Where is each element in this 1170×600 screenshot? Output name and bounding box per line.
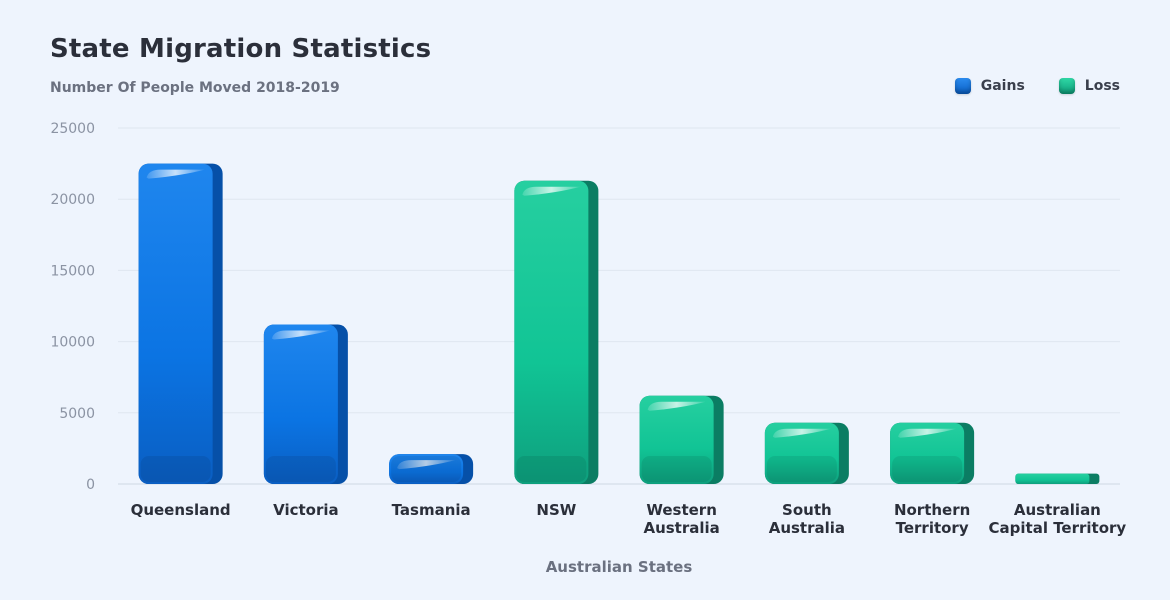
- bar-northern-territory: [890, 422, 975, 484]
- legend-swatch-gains: [954, 78, 971, 94]
- x-tick-label: South: [782, 501, 832, 519]
- y-tick-label: 5000: [59, 406, 95, 422]
- bar-shade: [892, 456, 963, 482]
- bar-australian-capital-territory: [1015, 473, 1100, 484]
- bar-shade: [766, 456, 837, 482]
- y-tick-label: 20000: [50, 192, 95, 208]
- bar-victoria: [263, 324, 348, 484]
- x-tick-label: Northern: [894, 501, 970, 519]
- bar-shade: [641, 456, 712, 482]
- bar-highlight: [898, 428, 957, 438]
- x-tick-label: Territory: [896, 519, 969, 537]
- bar-highlight: [146, 169, 205, 179]
- bar-queensland: [138, 163, 223, 484]
- x-tick-label: Victoria: [273, 501, 339, 519]
- bar-front: [263, 324, 338, 484]
- bar-highlight: [647, 401, 706, 411]
- bar-western-australia: [639, 395, 724, 484]
- bar-front: [639, 395, 714, 484]
- legend-label-gains: Gains: [980, 78, 1025, 94]
- bar-shade: [265, 456, 336, 482]
- x-tick-label: NSW: [536, 501, 576, 519]
- bar-nsw: [514, 180, 599, 485]
- bar-front: [890, 422, 965, 484]
- legend-label-loss: Loss: [1084, 78, 1120, 94]
- y-tick-label: 10000: [50, 335, 95, 351]
- x-axis-title: Australian States: [545, 558, 693, 576]
- legend-swatch-loss: [1058, 78, 1075, 94]
- bar-highlight: [772, 428, 831, 438]
- x-tick-label: Tasmania: [392, 501, 471, 519]
- bar-shade: [516, 456, 587, 482]
- bar-front: [514, 180, 589, 485]
- bar-front: [764, 422, 839, 484]
- legend-item-loss: Loss: [1058, 78, 1120, 94]
- bar-tasmania: [389, 454, 474, 484]
- bar-shade: [140, 456, 211, 482]
- legend: Gains Loss: [954, 78, 1120, 94]
- y-tick-label: 15000: [50, 263, 95, 279]
- chart-title: State Migration Statistics: [50, 34, 432, 64]
- bar-shade: [391, 456, 462, 482]
- y-tick-label: 25000: [50, 121, 95, 137]
- x-tick-label: Western: [646, 501, 717, 519]
- legend-item-gains: Gains: [954, 78, 1025, 94]
- bar-front: [138, 163, 213, 484]
- bar-highlight: [271, 330, 330, 340]
- y-tick-label: 0: [86, 477, 95, 493]
- bar-highlight: [397, 460, 456, 470]
- x-tick-label: Australia: [643, 519, 719, 537]
- x-tick-label: Queensland: [131, 501, 231, 519]
- bar-front: [1015, 473, 1090, 484]
- bar-south-australia: [764, 422, 849, 484]
- bar-highlight: [522, 186, 581, 196]
- x-tick-label: Australian: [1014, 501, 1101, 519]
- chart-subtitle: Number Of People Moved 2018-2019: [50, 80, 340, 96]
- x-tick-label: Australia: [769, 519, 845, 537]
- x-tick-label: Capital Territory: [989, 519, 1127, 537]
